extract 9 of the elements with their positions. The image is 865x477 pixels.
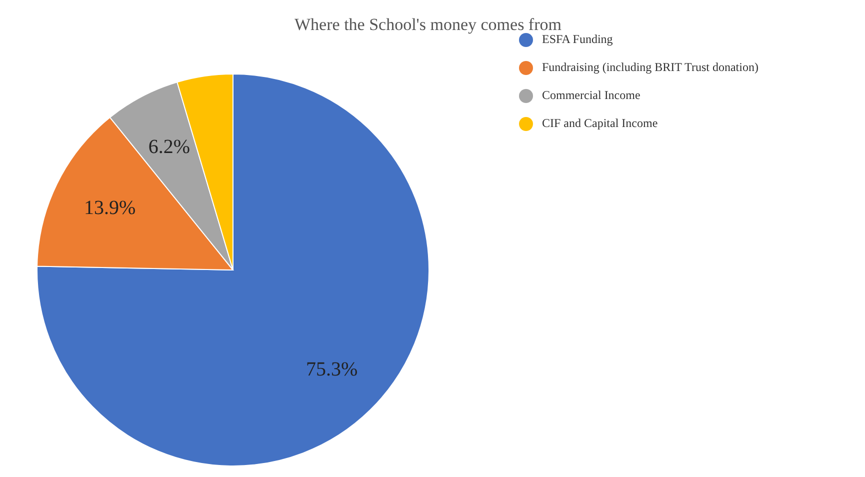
pie-slice <box>36 74 430 466</box>
legend-label: Commercial Income <box>542 88 640 102</box>
legend-label: Fundraising (including BRIT Trust donation) <box>542 60 758 74</box>
data-label: 13.9% <box>84 197 136 220</box>
data-label: 6.2% <box>148 136 190 158</box>
data-label: 75.3% <box>306 358 358 380</box>
legend-label: CIF and Capital Income <box>542 116 658 130</box>
chart-title: Where the School's money comes from <box>294 15 562 34</box>
legend-label: ESFA Funding <box>542 32 613 46</box>
